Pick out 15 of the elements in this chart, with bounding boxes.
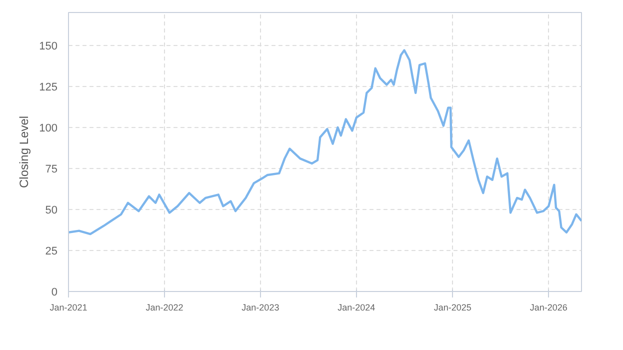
y-tick-label: 125 bbox=[39, 81, 58, 94]
x-tick-label: Jan-2026 bbox=[530, 302, 568, 312]
x-tick-label: Jan-2025 bbox=[434, 302, 472, 312]
x-tick-label: Jan-2022 bbox=[146, 302, 184, 312]
x-tick-label: Jan-2024 bbox=[338, 302, 376, 312]
y-tick-label: 0 bbox=[51, 286, 58, 298]
y-tick-label: 150 bbox=[39, 40, 58, 52]
x-tick-label: Jan-2021 bbox=[50, 302, 88, 312]
y-tick-label: 75 bbox=[45, 163, 58, 176]
x-tick-label: Jan-2023 bbox=[242, 302, 280, 312]
y-tick-label: 25 bbox=[45, 245, 58, 258]
y-axis-title: Closing Level bbox=[17, 116, 32, 188]
line-series bbox=[68, 49, 582, 236]
y-tick-label: 50 bbox=[45, 204, 58, 216]
y-tick-label: 100 bbox=[39, 122, 58, 134]
